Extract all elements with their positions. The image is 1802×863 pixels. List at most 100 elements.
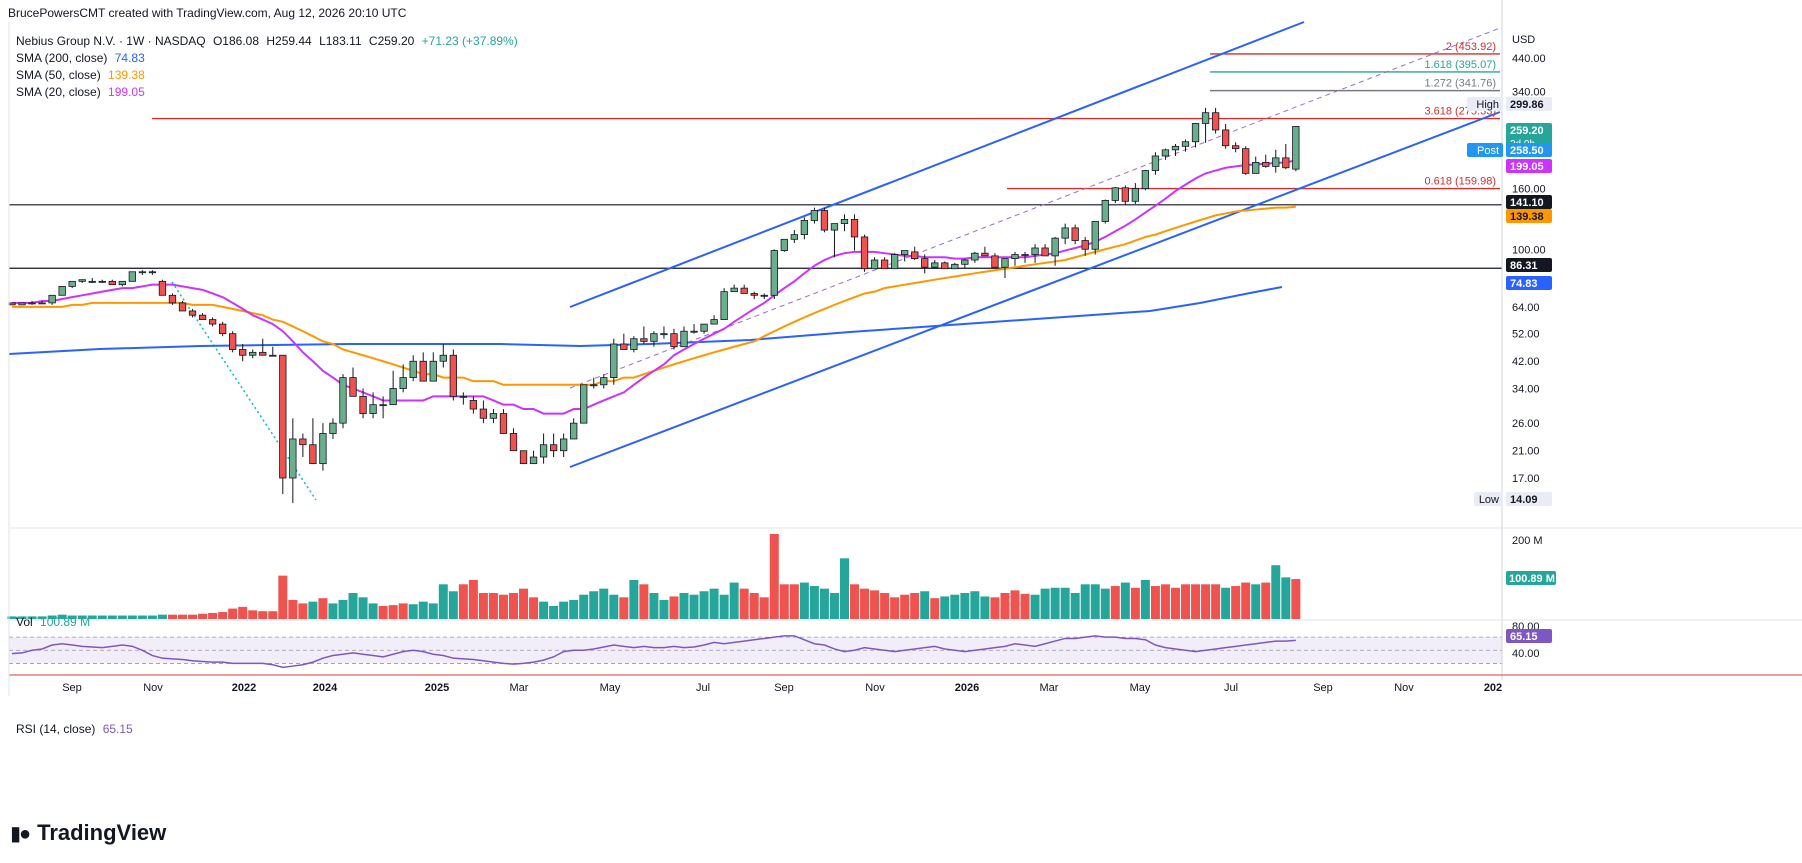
volume-bar — [308, 601, 318, 619]
volume-bar — [829, 592, 839, 619]
tradingview-logo[interactable]: ▮● TradingView — [10, 820, 166, 846]
candle — [519, 450, 528, 465]
volume-bar — [398, 603, 408, 619]
time-axis-label: Sep — [1313, 682, 1333, 694]
candle — [1232, 142, 1240, 153]
candle — [18, 302, 26, 306]
volume-bar — [1170, 587, 1180, 619]
volume-legend[interactable]: Vol 100.89 M — [16, 615, 90, 629]
volume-bar — [749, 592, 759, 619]
candle — [590, 377, 598, 389]
volume-bar — [348, 592, 358, 619]
candle — [921, 254, 929, 274]
price-tick-label: 17.00 — [1512, 473, 1540, 485]
candle — [1252, 156, 1260, 174]
volume-bar — [779, 584, 789, 619]
volume-bar — [127, 615, 137, 619]
candle — [660, 326, 668, 339]
candle — [1121, 185, 1129, 205]
candle-body — [860, 236, 869, 270]
volume-bar — [850, 584, 860, 619]
volume-bar — [57, 614, 67, 619]
volume-bar — [117, 615, 127, 619]
candle — [760, 293, 768, 300]
candle-body — [570, 422, 578, 440]
volume-bar — [37, 616, 47, 619]
volume-bar — [358, 597, 368, 619]
candle-body — [1201, 112, 1210, 124]
candle — [941, 261, 949, 270]
candle-body — [1292, 126, 1300, 170]
candle-body — [279, 354, 287, 479]
candle — [830, 223, 839, 258]
candle-body — [259, 351, 267, 356]
price-tag — [1506, 209, 1552, 223]
candle-body — [800, 220, 809, 236]
candle — [720, 288, 728, 320]
candle-body — [229, 333, 237, 350]
candle-body — [971, 252, 979, 261]
volume-bar — [67, 615, 77, 619]
candle-body — [820, 210, 829, 231]
candle-body — [911, 251, 919, 260]
indicator-row-sma50[interactable]: SMA (50, close) 139.38 — [16, 67, 518, 84]
candle — [168, 293, 177, 305]
volume-bar — [498, 594, 508, 619]
candle — [981, 246, 989, 257]
volume-bar — [890, 597, 900, 619]
price-tag-value: 299.86 — [1510, 99, 1544, 111]
candle-body — [339, 377, 347, 424]
volume-bar — [629, 579, 639, 619]
candle — [850, 214, 859, 251]
volume-bar — [1231, 586, 1241, 619]
volume-bar — [930, 598, 940, 619]
volume-bar — [428, 603, 438, 619]
candle-body — [379, 404, 387, 407]
candle — [911, 246, 919, 261]
volume-bar — [880, 592, 890, 619]
candle — [1141, 169, 1150, 191]
time-axis-label: May — [600, 682, 621, 694]
candle — [479, 400, 488, 424]
candle — [178, 300, 187, 312]
volume-bar — [1271, 565, 1281, 619]
candle — [951, 262, 959, 270]
indicator-label: SMA (200, close) — [16, 51, 108, 65]
candle-body — [289, 438, 297, 479]
indicator-row-sma200[interactable]: SMA (200, close) 74.83 — [16, 50, 518, 67]
symbol-row[interactable]: Nebius Group N.V. · 1W · NASDAQ O186.08 … — [16, 33, 518, 50]
price-tick-label: 160.00 — [1512, 184, 1546, 196]
volume-bar — [689, 594, 699, 619]
candle-body — [349, 377, 357, 397]
candle-body — [319, 433, 327, 465]
candle-body — [8, 302, 16, 306]
candle — [409, 355, 417, 382]
rsi-legend[interactable]: RSI (14, close) 65.15 — [16, 722, 133, 736]
chart-legend: Nebius Group N.V. · 1W · NASDAQ O186.08 … — [16, 33, 518, 101]
volume-bar — [860, 588, 870, 619]
rsi-label: RSI (14, close) — [16, 722, 96, 736]
indicator-row-sma20[interactable]: SMA (20, close) 199.05 — [16, 84, 518, 101]
candle — [319, 423, 327, 471]
candle — [1282, 144, 1290, 170]
candle-body — [449, 354, 457, 397]
volume-bar — [559, 601, 569, 619]
volume-bar — [448, 591, 458, 619]
volume-bar — [1201, 584, 1211, 619]
candle — [128, 271, 137, 282]
candle — [138, 270, 147, 275]
candle — [449, 349, 457, 401]
candle-body — [610, 343, 618, 379]
rsi-axis-tick: 40.00 — [1512, 648, 1540, 660]
volume-bar — [1130, 587, 1140, 619]
symbol-name: Nebius Group N.V. · 1W · NASDAQ — [16, 34, 206, 48]
candle-body — [1001, 258, 1009, 268]
candle — [188, 308, 197, 318]
volume-bar — [408, 604, 418, 619]
volume-label: Vol — [16, 615, 33, 629]
volume-bar — [1040, 588, 1050, 619]
candle-body — [118, 280, 126, 286]
volume-bar — [669, 596, 679, 619]
candle — [389, 370, 397, 406]
